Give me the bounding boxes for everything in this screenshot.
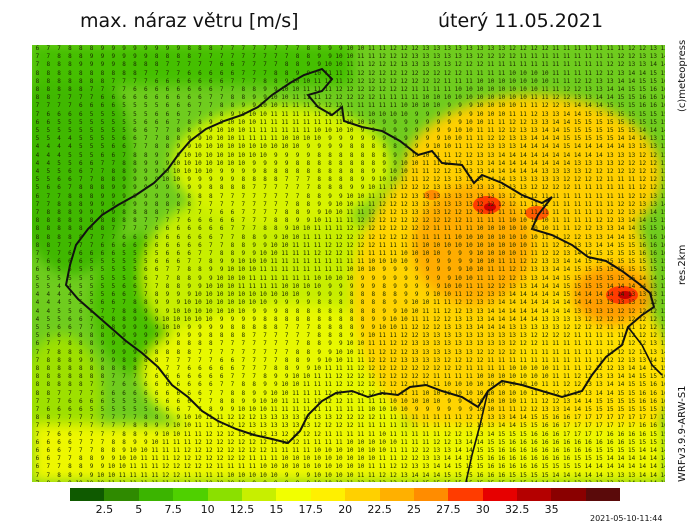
legend-swatch [310, 488, 346, 501]
legend-swatch [207, 488, 242, 501]
legend-swatch [585, 488, 621, 501]
legend-swatch [517, 488, 552, 501]
legend-swatch [345, 488, 380, 501]
legend-swatch [241, 488, 277, 501]
legend-swatch [551, 488, 586, 501]
legend-tick-label: 10 [200, 503, 215, 516]
legend-tick-label: 15 [269, 503, 284, 516]
gust-hotspots [424, 190, 638, 304]
model-label: WRFv3.9.9-ARW-S1 [677, 385, 688, 482]
color-legend [70, 488, 621, 501]
legend-swatch [138, 488, 174, 501]
legend-swatch [173, 488, 208, 501]
regional-boundary [465, 390, 489, 482]
legend-swatch [379, 488, 414, 501]
legend-tick-label: 20 [338, 503, 353, 516]
generation-timestamp: 2021-05-10-11:44 [590, 514, 663, 523]
legend-swatch [413, 488, 449, 501]
legend-tick-label: 12.5 [229, 503, 255, 516]
forecast-date: úterý 11.05.2021 [438, 10, 604, 32]
legend-tick-label: 7.5 [164, 503, 182, 516]
legend-tick-label: 5 [135, 503, 143, 516]
wind-gust-map: 6 7 7 8 8 8 9 9 9 9 9 9 9 9 8 8 8 7 7 7 … [32, 45, 665, 482]
legend-tick-label: 35 [544, 503, 559, 516]
gust-value-grid: 6 7 7 8 8 8 9 9 9 9 9 9 9 9 8 8 8 7 7 7 … [35, 45, 665, 482]
legend-tick-label: 27.5 [436, 503, 461, 516]
border-outline [64, 67, 656, 445]
legend-swatch [482, 488, 518, 501]
legend-tick-label: 32.5 [504, 503, 530, 516]
legend-tick-label: 17.5 [298, 503, 324, 516]
map-fields [32, 45, 665, 482]
legend-swatch [276, 488, 311, 501]
legend-tick-label: 30 [475, 503, 490, 516]
legend-swatch [104, 488, 139, 501]
map-title: max. náraz větru [m/s] [80, 10, 299, 32]
legend-labels: 2.5 5 7.5 10 12.5 15 17.5 20 22.5 25 27.5 30 32.5 35 [70, 503, 630, 517]
legend-tick-label: 2.5 [95, 503, 114, 516]
copyright-label: (c)meteopress [677, 39, 688, 112]
legend-tick-label: 22.5 [367, 503, 392, 516]
legend-tick-label: 25 [407, 503, 421, 516]
legend-swatch [448, 488, 483, 501]
regional-boundary-2 [627, 326, 663, 376]
resolution-label: res.2km [677, 244, 688, 285]
legend-swatch [70, 488, 105, 501]
